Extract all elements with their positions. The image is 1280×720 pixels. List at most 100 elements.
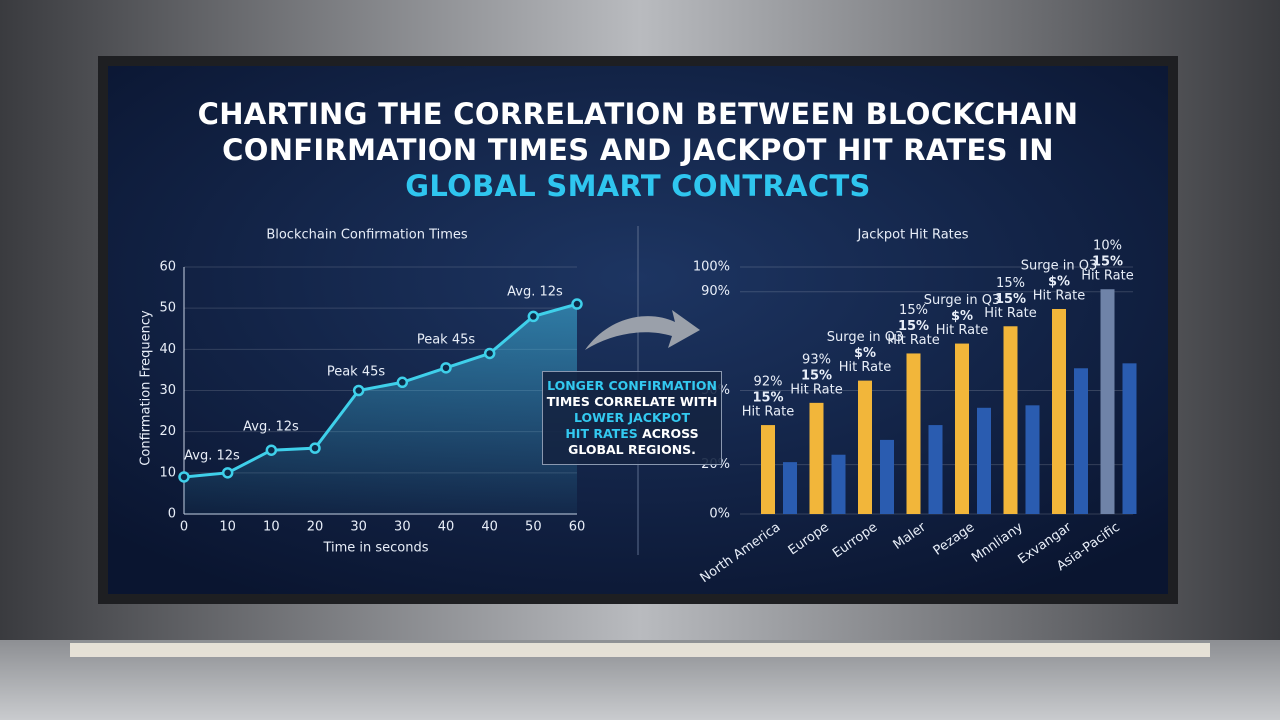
charts: Blockchain Confirmation Times 0 10 20 30 40 50… <box>139 228 1137 586</box>
x-axis-label: Time in seconds <box>322 541 428 556</box>
y-tick-label: 0% <box>709 507 730 522</box>
bar <box>1100 289 1115 514</box>
callout-line: LONGER CONFIRMATION <box>543 378 721 394</box>
point <box>527 310 540 323</box>
bar-annotation: Hit Rate <box>1081 269 1133 284</box>
bar-annotation: $% <box>951 309 973 324</box>
annotation: Peak 45s <box>327 365 386 380</box>
bar-annotation: $% <box>1048 274 1070 289</box>
bar-annotation: Surge in Q3 <box>1021 258 1097 273</box>
y-tick-label: 30 <box>159 383 176 398</box>
bar-annotation: 92% <box>754 375 783 390</box>
callout-line: TIMES CORRELATE WITH <box>543 394 721 410</box>
title-highlight: GLOBAL SMART CONTRACTS <box>405 169 871 203</box>
x-tick-label: 20 <box>307 520 324 535</box>
point <box>352 384 365 397</box>
point <box>571 298 583 310</box>
bar-annotation: Surge in Q3 <box>924 293 1000 308</box>
x-tick-label: 50 <box>525 520 542 535</box>
bar-annotation: Surge in Q3 <box>827 330 903 345</box>
bar-annotation: 15% <box>1092 255 1123 270</box>
bar-annotation: Hit Rate <box>984 306 1036 321</box>
y-tick-label: 10 <box>159 465 176 480</box>
bar-annotation: Hit Rate <box>742 405 794 420</box>
area <box>184 304 577 514</box>
point <box>440 362 452 374</box>
y-tick-label: 50 <box>159 301 176 316</box>
bar <box>831 454 846 514</box>
bar <box>977 407 991 514</box>
bar <box>955 343 969 514</box>
callout-text: LONGER CONFIRMATION <box>547 378 717 393</box>
x-tick-label: 30 <box>350 520 367 535</box>
bar-annotation: 15% <box>995 292 1026 307</box>
x-tick-label: 10 <box>263 520 280 535</box>
y-tick-label: 60 <box>159 260 176 275</box>
title: CHARTING THE CORRELATION BETWEEN BLOCKCH… <box>190 96 1086 204</box>
callout-line: HIT RATES ACROSS <box>543 426 721 442</box>
bar-annotation: Hit Rate <box>839 360 891 375</box>
callout-text: GLOBAL REGIONS. <box>568 442 696 457</box>
callout-line: LOWER JACKPOT <box>543 410 721 426</box>
light-strip <box>70 643 1210 657</box>
bar <box>1074 368 1088 514</box>
bar-annotation: Hit Rate <box>887 333 939 348</box>
bar-annotation: 15% <box>752 391 783 406</box>
y-tick-label: 20 <box>159 424 176 439</box>
bar-annotation: Hit Rate <box>1033 288 1085 303</box>
bar-annotation: Hit Rate <box>790 382 842 397</box>
point <box>221 467 234 479</box>
point <box>309 442 321 454</box>
chart-title: Jackpot Hit Rates <box>856 228 968 243</box>
point <box>396 376 409 389</box>
bar <box>783 462 797 514</box>
y-tick-label: 0 <box>168 507 176 522</box>
bar <box>809 402 824 514</box>
title-text: CHARTING THE CORRELATION BETWEEN BLOCKCH… <box>197 97 1079 167</box>
annotation: Avg. 12s <box>184 449 240 464</box>
line <box>183 302 578 479</box>
bar <box>1052 308 1066 514</box>
annotation: Avg. 12s <box>507 285 563 300</box>
y-tick-label: 40 <box>159 342 176 357</box>
x-tick-label: 0 <box>180 520 188 535</box>
bar-annotation: $% <box>854 346 876 361</box>
annotation: Peak 45s <box>417 333 476 348</box>
bar-annotation: 93% <box>802 352 831 367</box>
bar <box>880 439 894 514</box>
x-tick-label: 10 <box>219 520 236 535</box>
bar <box>1003 326 1018 514</box>
bar <box>858 380 872 514</box>
bar <box>928 425 943 514</box>
callout-text: HIT RATES <box>565 426 638 441</box>
annotation: Avg. 12s <box>243 420 299 435</box>
x-tick-label: 30 <box>394 520 411 535</box>
y-tick-label: 100% <box>693 260 730 275</box>
x-tick-label: 40 <box>481 520 498 535</box>
y-tick-label: 90% <box>701 284 730 299</box>
bar <box>1025 405 1040 514</box>
bar-annotation: 15% <box>899 303 928 318</box>
point <box>178 471 190 483</box>
x-tick-label: 40 <box>438 520 455 535</box>
callout-text: LOWER JACKPOT <box>574 410 690 425</box>
bar <box>906 353 921 514</box>
bar-annotation: 15% <box>801 368 832 383</box>
chart-title: Blockchain Confirmation Times <box>266 228 468 243</box>
bar-annotation: Hit Rate <box>936 323 988 338</box>
arrow <box>585 310 700 350</box>
callout-text: ACROSS <box>637 426 699 441</box>
x-tick-label: 60 <box>569 520 586 535</box>
y-axis-label: Confirmation Frequency <box>139 310 154 466</box>
callout: LONGER CONFIRMATION TIMES CORRELATE WITH L… <box>542 371 722 465</box>
bar <box>1122 363 1137 514</box>
callout-text: TIMES CORRELATE WITH <box>546 394 718 409</box>
point <box>483 347 496 360</box>
bar <box>761 425 775 514</box>
callout-line: GLOBAL REGIONS. <box>543 442 721 458</box>
bar-annotation: 15% <box>898 319 929 334</box>
bar-annotation: 10% <box>1093 239 1122 254</box>
point <box>265 444 278 456</box>
